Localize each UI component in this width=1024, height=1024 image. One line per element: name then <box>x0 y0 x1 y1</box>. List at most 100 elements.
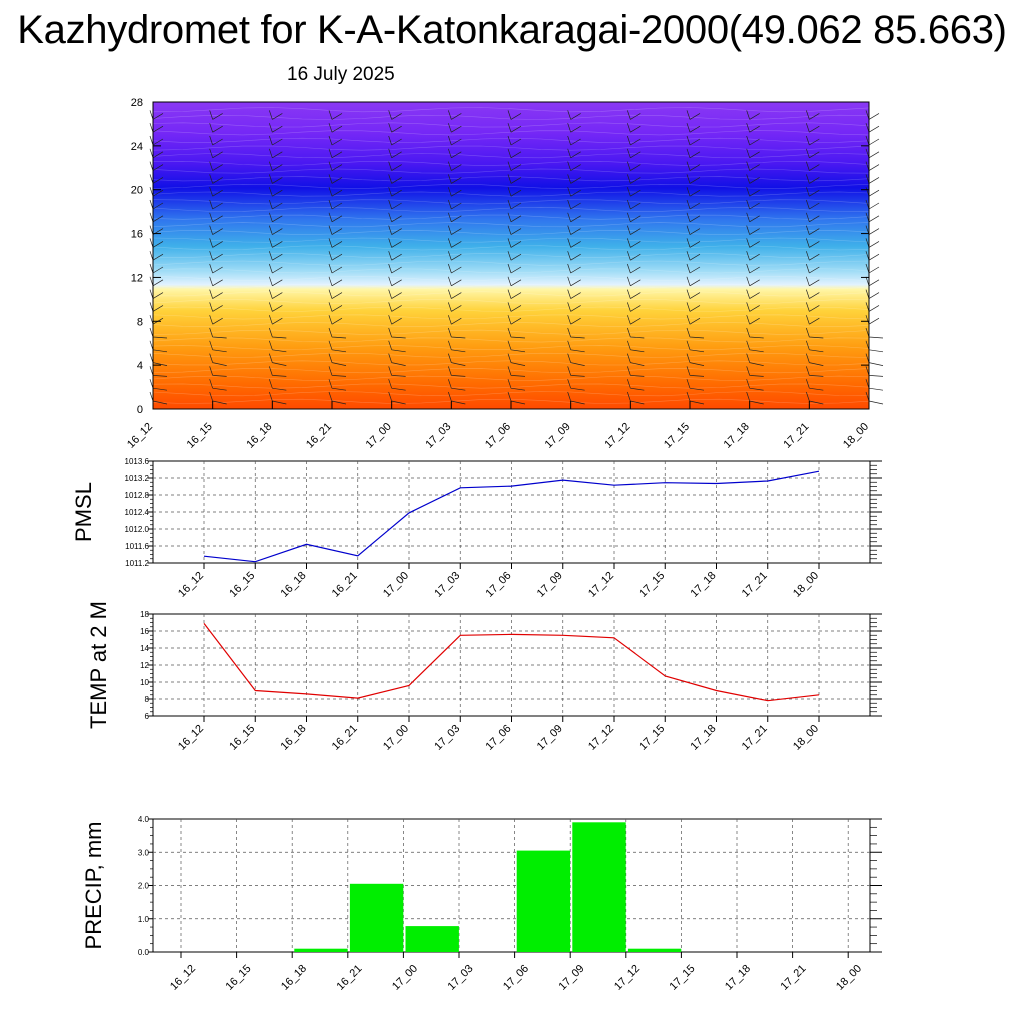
precip-bar <box>572 822 626 952</box>
profile-x-tick-label: 17_09 <box>543 421 573 451</box>
profile-x-tick-label: 17_00 <box>364 421 394 451</box>
temp-x-tick-label: 16_18 <box>279 723 309 753</box>
wind-barb <box>269 366 287 377</box>
temp-x-tick-label: 16_12 <box>176 723 206 753</box>
wind-barb <box>507 340 526 353</box>
precip-x-tick-label: 17_15 <box>668 963 698 993</box>
pmsl-chart: 1011.2 1011.6 1012.0 1012.4 1012.8 1013.2 1013… <box>71 457 882 600</box>
precip-x-tick-label: 17_18 <box>723 963 753 993</box>
wind-barb <box>746 174 760 184</box>
wind-barb <box>686 174 701 184</box>
profile-contour-line <box>152 375 870 381</box>
wind-barb <box>507 212 522 223</box>
wind-barb <box>806 110 820 120</box>
wind-barb <box>806 238 820 248</box>
wind-barb <box>627 225 641 235</box>
wind-barb <box>209 148 223 159</box>
wind-barb <box>806 379 824 391</box>
wind-barb <box>806 174 820 184</box>
wind-barb <box>806 135 820 146</box>
wind-barb <box>507 199 522 210</box>
wind-barb <box>328 212 343 223</box>
wind-barb <box>746 340 764 353</box>
pmsl-y-tick-label: 1012.4 <box>125 508 150 517</box>
wind-barb <box>448 276 462 287</box>
wind-barb <box>209 289 223 299</box>
wind-barb <box>567 302 581 312</box>
wind-barb <box>806 353 824 366</box>
wind-barb <box>448 110 462 120</box>
wind-barb <box>269 251 283 261</box>
temp-series-line <box>203 623 820 702</box>
wind-barb <box>627 123 641 133</box>
wind-barb <box>388 199 402 210</box>
wind-barb <box>448 353 466 366</box>
precip-x-tick-label: 16_12 <box>168 963 198 993</box>
wind-barb <box>746 391 764 405</box>
wind-barb <box>746 251 760 261</box>
wind-barb <box>746 276 760 287</box>
wind-barb <box>567 251 581 261</box>
wind-barb <box>269 174 283 184</box>
precip-x-tick-label: 17_09 <box>557 963 587 993</box>
wind-barb <box>806 212 820 223</box>
wind-barb <box>388 251 402 261</box>
profile-contour-line <box>152 222 870 228</box>
pmsl-x-tick-label: 17_03 <box>432 570 462 600</box>
wind-barb <box>746 302 760 312</box>
wind-barb <box>448 135 462 146</box>
precip-chart: 0.0 1.0 2.0 3.0 4.0 16_12 16_15 16_18 16_21 17_00… <box>81 815 882 993</box>
wind-barb <box>806 302 820 312</box>
wind-barb <box>269 340 287 353</box>
wind-barb <box>448 212 462 223</box>
temp-x-tick-label: 18_00 <box>791 723 821 753</box>
wind-barb <box>746 123 760 133</box>
precip-bar <box>627 948 682 952</box>
wind-barb <box>627 302 641 312</box>
wind-barb <box>328 199 343 210</box>
wind-barb <box>448 174 462 184</box>
wind-barb <box>567 187 581 197</box>
wind-barb <box>209 327 227 339</box>
wind-barb <box>806 289 820 299</box>
wind-barb <box>686 225 701 235</box>
wind-barb <box>507 302 522 312</box>
pmsl-x-tick-label: 17_06 <box>484 570 514 600</box>
profile-contour-line <box>152 337 870 343</box>
temp-y-axis-label: TEMP at 2 M <box>86 601 111 729</box>
wind-barb <box>507 174 522 184</box>
wind-barb <box>507 353 526 366</box>
wind-barb <box>627 161 641 171</box>
wind-barb <box>746 212 760 223</box>
pmsl-x-tick-label: 17_18 <box>689 570 719 600</box>
pmsl-x-tick-label: 17_15 <box>637 570 667 600</box>
wind-barb <box>269 199 283 210</box>
wind-barb <box>686 366 705 377</box>
wind-barb <box>507 161 522 171</box>
wind-barb <box>507 276 522 287</box>
wind-barb <box>567 238 581 248</box>
pmsl-x-tick-label: 16_15 <box>227 570 257 600</box>
pmsl-y-tick-label: 1011.6 <box>125 542 149 551</box>
wind-barb <box>448 340 466 353</box>
wind-barb <box>627 251 641 261</box>
wind-barb <box>746 353 764 366</box>
profile-y-tick-label: 24 <box>131 141 143 153</box>
wind-barb <box>209 199 223 210</box>
wind-barb <box>507 366 526 377</box>
wind-barb <box>507 251 522 261</box>
wind-barb <box>627 340 645 353</box>
wind-barb <box>507 379 526 391</box>
wind-barb <box>746 135 760 146</box>
wind-barb <box>567 123 581 133</box>
wind-barb <box>388 187 402 197</box>
wind-barb <box>686 199 701 210</box>
wind-barb <box>806 148 820 159</box>
wind-barb <box>448 238 462 248</box>
profile-color-field <box>153 102 869 409</box>
temp-y-tick-label: 12 <box>140 661 149 670</box>
wind-barb <box>448 391 466 405</box>
wind-barb <box>746 148 760 159</box>
wind-barb <box>388 123 402 133</box>
temp-x-tick-label: 17_12 <box>586 723 616 753</box>
